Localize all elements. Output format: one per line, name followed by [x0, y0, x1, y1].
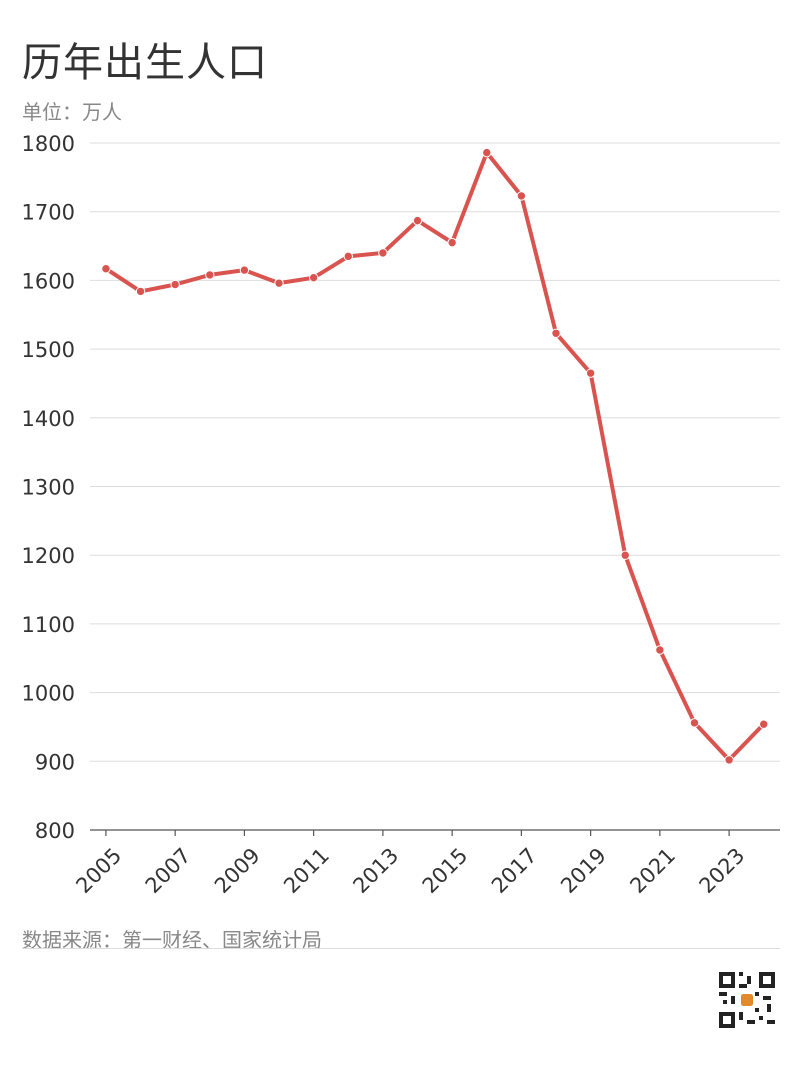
data-point: [689, 718, 700, 728]
data-point: [447, 237, 457, 248]
data-point: [343, 251, 353, 262]
data-point: [378, 248, 388, 258]
data-point: [724, 755, 734, 765]
y-tick-label: 800: [35, 819, 75, 843]
y-tick-label: 900: [35, 750, 75, 774]
y-tick-label: 1600: [22, 269, 75, 293]
chart-title: 历年出生人口: [22, 40, 268, 86]
x-tick-label: 2011: [279, 843, 334, 898]
data-point: [482, 147, 492, 158]
data-point: [620, 550, 630, 560]
gridlines: [90, 142, 780, 762]
data-point: [655, 645, 665, 655]
series-line: [103, 150, 766, 762]
data-point: [239, 265, 250, 275]
divider: [22, 948, 780, 949]
x-tick-label: 2021: [625, 843, 680, 898]
data-point: [516, 191, 527, 201]
x-axis: [90, 829, 780, 836]
x-tick-label: 2007: [141, 843, 196, 898]
series-line: [103, 150, 766, 762]
x-tick-label: 2013: [348, 843, 403, 898]
y-tick-label: 1300: [22, 476, 75, 500]
data-point: [585, 368, 596, 378]
y-tick-label: 1500: [22, 338, 75, 362]
data-point: [101, 264, 111, 274]
y-tick-label: 1700: [22, 201, 75, 225]
data-point: [759, 719, 769, 729]
line-chart: 800 900 1000 1100 1200 1300 1400 1500 1600 1700 18…: [22, 132, 780, 898]
data-point: [551, 328, 561, 338]
data-point: [274, 278, 284, 288]
data-point: [135, 286, 146, 297]
x-tick-label: 2023: [695, 843, 750, 898]
y-tick-label: 1000: [22, 682, 75, 706]
x-tick-label: 2005: [71, 843, 126, 898]
x-tick-labels: 2005 2007 2009 2011 2013 2015 2017 2019 2021 2023: [71, 843, 749, 898]
unit-label: 单位：万人: [22, 100, 122, 124]
x-tick-label: 2017: [487, 843, 542, 898]
y-tick-label: 1100: [22, 613, 75, 637]
y-tick-label: 1400: [22, 407, 75, 431]
y-tick-label: 1200: [22, 544, 75, 568]
data-point: [170, 279, 180, 290]
x-tick-label: 2015: [418, 843, 473, 898]
y-tick-labels: 800 900 1000 1100 1200 1300 1400 1500 1600 1700 18…: [22, 132, 75, 843]
x-tick-label: 2019: [556, 843, 611, 898]
data-point: [412, 215, 423, 226]
y-tick-label: 1800: [22, 132, 75, 156]
data-point: [308, 272, 319, 283]
x-tick-label: 2009: [210, 843, 265, 898]
data-point: [205, 270, 215, 280]
series-points: [101, 147, 769, 765]
qr-code-icon: [719, 972, 775, 1028]
